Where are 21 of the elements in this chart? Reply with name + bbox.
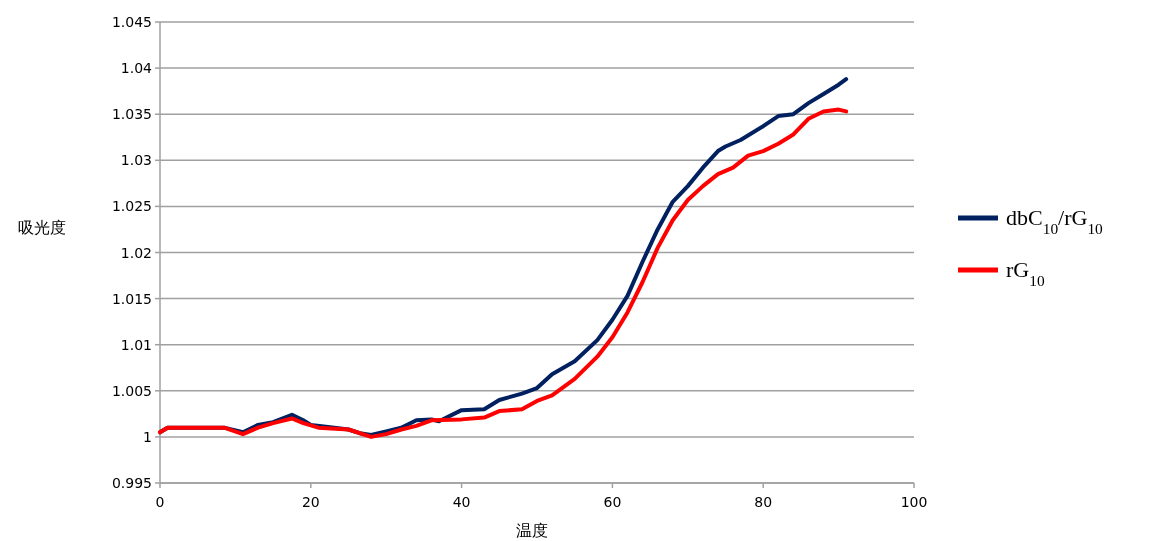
- x-axis-title: 温度: [516, 521, 548, 540]
- legend-label: rG$_{10}$: [1006, 257, 1045, 289]
- y-tick-label: 1.03: [120, 152, 152, 169]
- y-tick-label: 1: [143, 428, 152, 445]
- x-tick-label: 20: [301, 494, 320, 510]
- x-tick-label: 80: [754, 494, 773, 510]
- y-tick-label: 1.035: [111, 106, 152, 123]
- y-tick-label: 1.01: [120, 336, 152, 353]
- y-tick-label: 1.005: [111, 382, 152, 399]
- y-tick-label: 0.995: [111, 475, 152, 491]
- y-tick-label: 1.045: [111, 14, 152, 30]
- x-tick-label: 40: [452, 494, 471, 510]
- y-tick-label: 1.04: [120, 60, 153, 77]
- legend-label: dbC$_{10}$/rG$_{10}$: [1006, 205, 1104, 237]
- y-tick-label: 1.025: [111, 198, 152, 215]
- y-tick-label: 1.015: [111, 290, 152, 307]
- x-tick-label: 60: [603, 494, 622, 510]
- x-tick-label: 100: [900, 494, 928, 510]
- x-tick-label: 0: [155, 494, 165, 510]
- y-tick-label: 1.02: [120, 244, 152, 261]
- y-axis-title: 吸光度: [18, 218, 66, 237]
